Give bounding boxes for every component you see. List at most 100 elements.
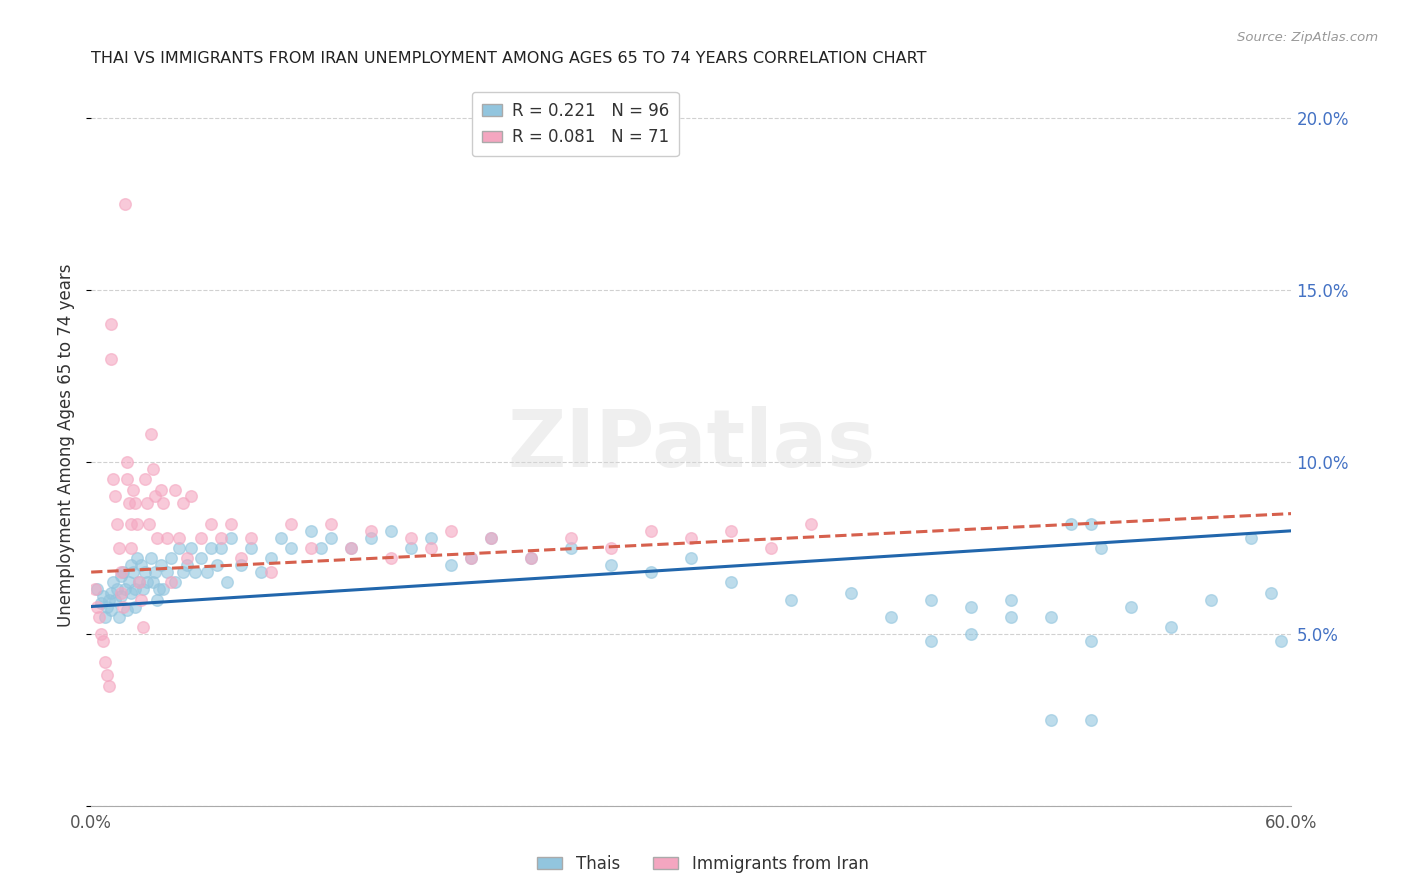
Point [127, 551, 149, 566]
Point [340, 541, 363, 555]
Point [720, 575, 742, 590]
Point [399, 541, 422, 555]
Point [105, 516, 128, 531]
Point [100, 586, 122, 600]
Point [1080, 516, 1102, 531]
Point [96, 668, 118, 682]
Point [110, 586, 132, 600]
Point [136, 496, 159, 510]
Point [1080, 634, 1102, 648]
Point [309, 541, 332, 555]
Point [150, 558, 173, 573]
Point [1160, 620, 1182, 634]
Point [720, 524, 742, 538]
Point [124, 496, 146, 510]
Point [156, 531, 179, 545]
Point [104, 592, 127, 607]
Point [124, 582, 146, 597]
Point [761, 541, 783, 555]
Point [118, 496, 141, 510]
Point [920, 592, 942, 607]
Point [841, 586, 863, 600]
Point [120, 541, 142, 555]
Point [160, 575, 183, 590]
Point [1090, 541, 1112, 555]
Point [1240, 531, 1263, 545]
Point [200, 516, 222, 531]
Point [110, 565, 132, 579]
Point [84, 582, 107, 597]
Point [560, 531, 582, 545]
Point [101, 472, 124, 486]
Point [240, 531, 263, 545]
Point [108, 541, 131, 555]
Point [104, 490, 127, 504]
Point [640, 565, 662, 579]
Point [250, 565, 273, 579]
Point [136, 575, 159, 590]
Point [205, 558, 228, 573]
Point [960, 627, 983, 641]
Point [167, 541, 190, 555]
Point [120, 586, 142, 600]
Point [321, 531, 343, 545]
Point [190, 531, 212, 545]
Point [112, 565, 135, 579]
Point [681, 531, 703, 545]
Point [108, 610, 131, 624]
Point [380, 551, 402, 566]
Point [124, 599, 146, 614]
Point [105, 582, 128, 597]
Point [217, 575, 239, 590]
Point [299, 524, 322, 538]
Point [115, 472, 138, 486]
Point [94, 610, 117, 624]
Point [120, 558, 142, 573]
Text: Source: ZipAtlas.com: Source: ZipAtlas.com [1237, 31, 1378, 45]
Y-axis label: Unemployment Among Ages 65 to 74 years: Unemployment Among Ages 65 to 74 years [58, 263, 75, 626]
Point [460, 551, 482, 566]
Point [479, 531, 502, 545]
Point [86, 599, 108, 614]
Point [600, 558, 623, 573]
Point [1270, 634, 1292, 648]
Point [86, 582, 108, 597]
Point [280, 541, 302, 555]
Point [420, 541, 443, 555]
Point [91, 589, 114, 603]
Point [1080, 713, 1102, 727]
Point [321, 516, 343, 531]
Point [460, 551, 482, 566]
Point [129, 592, 152, 607]
Point [148, 582, 170, 597]
Point [118, 575, 141, 590]
Point [129, 558, 152, 573]
Point [91, 634, 114, 648]
Point [340, 541, 363, 555]
Point [134, 565, 156, 579]
Point [479, 531, 502, 545]
Point [128, 575, 150, 590]
Legend: R = 0.221   N = 96, R = 0.081   N = 71: R = 0.221 N = 96, R = 0.081 N = 71 [471, 92, 679, 156]
Point [360, 531, 382, 545]
Point [1040, 713, 1063, 727]
Point [132, 620, 155, 634]
Point [96, 599, 118, 614]
Point [280, 516, 302, 531]
Point [98, 679, 121, 693]
Text: THAI VS IMMIGRANTS FROM IRAN UNEMPLOYMENT AMONG AGES 65 TO 74 YEARS CORRELATION : THAI VS IMMIGRANTS FROM IRAN UNEMPLOYMEN… [91, 51, 927, 66]
Point [112, 599, 135, 614]
Point [920, 634, 942, 648]
Point [115, 455, 138, 469]
Point [138, 516, 160, 531]
Point [100, 318, 122, 332]
Point [1000, 610, 1022, 624]
Point [240, 541, 263, 555]
Point [640, 524, 662, 538]
Point [152, 496, 174, 510]
Point [146, 592, 169, 607]
Point [172, 496, 194, 510]
Point [160, 551, 183, 566]
Point [141, 551, 163, 566]
Point [440, 558, 463, 573]
